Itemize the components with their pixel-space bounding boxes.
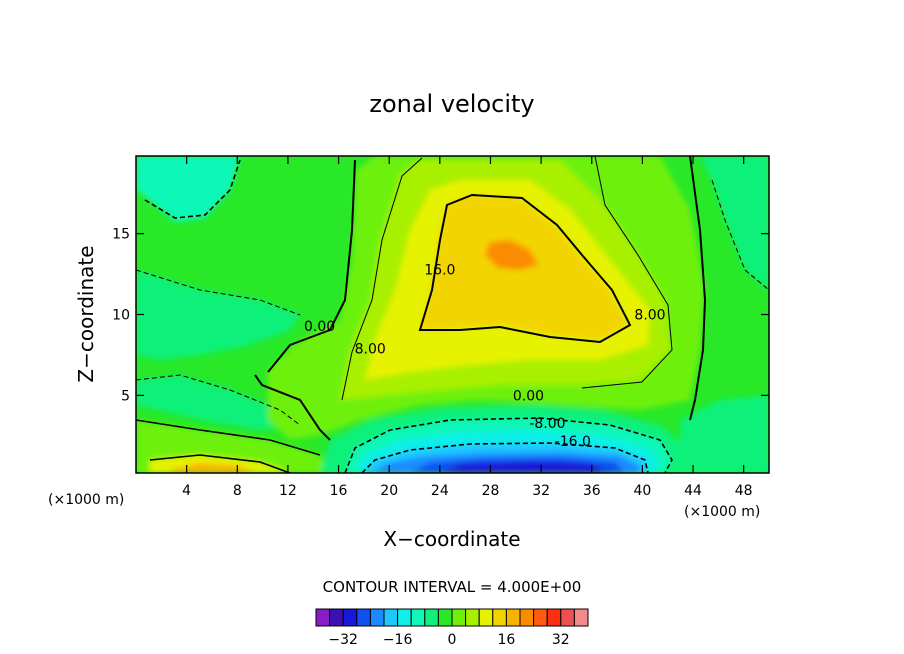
region-top-right-low	[700, 156, 769, 290]
contour-label: 8.00	[634, 308, 665, 324]
x-unit-left: (×1000 m)	[48, 492, 124, 508]
colorbar-swatch	[329, 608, 344, 627]
x-tick-label: 4	[182, 483, 191, 499]
x-tick-label: 48	[735, 483, 753, 499]
contour-label-layer: 0.00 8.00 16.0 8.00 0.00 -8.00 -16.0	[304, 262, 666, 450]
contour-minus8	[344, 417, 673, 473]
colorbar-tick-label: −16	[383, 632, 413, 648]
x-tick-label: 8	[233, 483, 242, 499]
y-tick-label: 5	[121, 388, 130, 404]
x-tick-label: 28	[482, 483, 500, 499]
contour-minus-top-left	[144, 159, 241, 219]
colorbar-swatch	[383, 608, 399, 627]
contour-minus-top-right	[711, 179, 769, 291]
colorbar-swatch	[315, 608, 331, 627]
x-tick-label: 40	[633, 483, 651, 499]
contour-interval-label: CONTOUR INTERVAL = 4.000E+00	[323, 578, 582, 596]
colorbar-swatch	[410, 608, 426, 627]
x-tick-label: 44	[684, 483, 702, 499]
contour-label: 16.0	[424, 262, 455, 278]
contour-label: 0.00	[513, 389, 544, 405]
contour-plus8	[341, 156, 673, 401]
colorbar-swatch	[356, 608, 371, 627]
colorbar-tick-label: 16	[497, 632, 515, 648]
contour-minus-left	[136, 269, 301, 426]
region-bottom-left-3	[170, 463, 255, 473]
contour-label: -16.0	[555, 434, 591, 450]
region-left-low	[136, 375, 300, 430]
colorbar-swatch	[560, 608, 575, 627]
x-axis: 4 8 12 16 20 24 28 32 36 40 44 48	[182, 156, 753, 499]
x-tick-label: 32	[532, 483, 550, 499]
region-minus28	[440, 461, 610, 473]
contour-field	[136, 156, 769, 473]
y-axis-label: Z−coordinate	[74, 245, 98, 382]
contour-plus16	[418, 193, 632, 344]
x-tick-label: 20	[380, 483, 398, 499]
colorbar-tick-label: −32	[328, 632, 358, 648]
x-unit-right: (×1000 m)	[684, 504, 760, 520]
contour-minus16	[361, 442, 649, 473]
colorbar-swatch	[437, 608, 453, 627]
colorbar-swatch	[573, 608, 589, 627]
colorbar-swatch	[342, 608, 358, 627]
contour-bottom-left	[136, 419, 321, 473]
y-tick-label: 10	[112, 308, 130, 324]
colorbar-swatch	[519, 608, 535, 627]
y-tick-label: 15	[112, 227, 130, 243]
region-bottom-right	[680, 395, 769, 473]
colorbar-swatch	[492, 608, 507, 627]
colorbar-swatch	[465, 608, 480, 627]
colorbar-swatch	[546, 608, 562, 627]
x-tick-label: 24	[431, 483, 449, 499]
contour-label: 8.00	[355, 342, 386, 358]
y-axis: 5 10 15	[112, 227, 769, 404]
contour-zero	[254, 156, 707, 441]
colorbar-swatch	[397, 608, 412, 627]
colorbar-swatch	[369, 608, 385, 627]
region-left-mid	[136, 270, 300, 360]
x-tick-label: 12	[279, 483, 297, 499]
colorbar-swatch	[424, 608, 439, 627]
contour-label: 0.00	[304, 319, 335, 335]
contour-label: -8.00	[529, 416, 565, 432]
colorbar-swatch	[533, 608, 548, 627]
x-axis-label: X−coordinate	[383, 527, 520, 551]
colorbar: −32 −16 0 16 32	[315, 608, 589, 648]
colorbar-swatch	[478, 608, 494, 627]
region-top-left-low	[136, 156, 240, 222]
colorbar-swatch	[505, 608, 521, 627]
region-plus20	[485, 240, 538, 270]
contour-lines	[136, 156, 769, 473]
colorbar-tick-label: 0	[448, 632, 457, 648]
colorbar-tick-label: 32	[552, 632, 570, 648]
chart-title: zonal velocity	[369, 90, 534, 118]
x-tick-label: 36	[583, 483, 601, 499]
x-tick-label: 16	[330, 483, 348, 499]
colorbar-swatch	[451, 608, 467, 627]
